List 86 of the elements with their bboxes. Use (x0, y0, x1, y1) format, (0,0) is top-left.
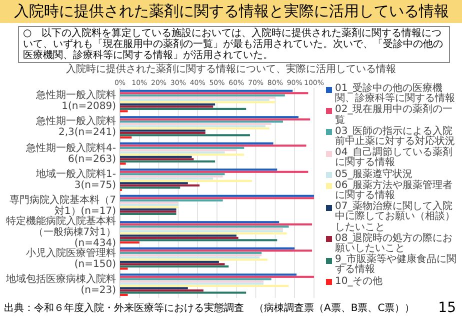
bar (120, 258, 268, 261)
bar (120, 197, 314, 200)
bar (120, 142, 274, 144)
bar (120, 156, 192, 158)
bar (120, 118, 310, 120)
legend-label: 05_服薬遵守状況 (335, 168, 413, 180)
bar (120, 180, 252, 182)
y-tick-label: 地域包括医療病棟入院料(n=23) (5, 272, 116, 298)
bar (120, 151, 225, 154)
bar (120, 149, 236, 152)
bar (120, 289, 204, 292)
bar (120, 194, 314, 197)
bar (120, 280, 264, 282)
y-tick-label: 急性期一般入院料2,3(n=241) (35, 114, 116, 140)
bar (120, 221, 280, 224)
legend-label: 06_服薬方法や服薬管理者に関する情報 (335, 180, 454, 202)
bar (120, 170, 308, 173)
bar (120, 158, 194, 160)
y-tick-label: 急性期一般入院料1(n=2089) (35, 88, 116, 114)
title: 入院時に提供された薬剤に関する情報と実際に活用している情報 (0, 0, 462, 23)
bar (120, 228, 283, 230)
bar (120, 96, 276, 99)
bar (120, 263, 225, 266)
bar (120, 98, 270, 101)
bar (120, 108, 246, 110)
legend-label: 08_退院時の処方の際にお願いしたいこと (335, 232, 453, 254)
bar (120, 186, 180, 189)
bar (120, 282, 264, 285)
bar (120, 287, 188, 290)
bar (120, 144, 306, 147)
bar (120, 136, 132, 138)
bar (120, 184, 200, 186)
legend-label: 03_医師の指示による入院前中止薬に対する対応状況 (335, 126, 456, 148)
bar (120, 274, 297, 276)
bar (120, 276, 314, 278)
bar (120, 106, 214, 108)
text: 15 (438, 300, 456, 316)
y-tick-label: 小児入院医療管理料(n=150) (25, 248, 116, 272)
y-tick-label: 特定機能病院入院基本料（一般病棟7対1）(n=434) (5, 216, 116, 249)
bar (120, 247, 295, 250)
legend-label: 10_その他 (335, 276, 383, 287)
bar (120, 250, 312, 252)
bar (120, 232, 287, 234)
legend-label: 9_市販薬等や健康食品に関する情報 (335, 254, 458, 276)
y-tick-label: 地域一般入院料1-3(n=75) (35, 168, 116, 193)
bar (120, 241, 140, 244)
bar (120, 122, 272, 125)
bar (120, 294, 128, 296)
bar (120, 239, 278, 242)
legend-label: 01_受診中の他の医療機関、診療科等に関する情報 (335, 83, 456, 104)
bar (120, 116, 298, 118)
y-tick-label: 急性期一般入院料4-6(n=263) (25, 142, 116, 167)
bar (120, 226, 289, 228)
bar (120, 110, 128, 112)
legend-label: 04_自己調節している薬剤に関する情報 (335, 147, 454, 168)
bar (120, 178, 214, 180)
bar (120, 199, 223, 202)
bar (120, 94, 285, 96)
bar (120, 278, 272, 280)
bar (120, 120, 283, 123)
bar (120, 265, 229, 268)
subtitle: 入院時に提供された薬剤に関する情報について、実際に活用している情報 (65, 64, 397, 75)
bar (120, 154, 244, 156)
bar (120, 146, 244, 149)
text: ○ 以下の入院料を算定している施設においては、入院時に提供された薬剤に関する情報について、いずれも「現在服用中の薬剤の一覧」が最も活用されていた。次いで、「受診中の他の医療機関、診療科等に関する情報」が活用されていた。 (18, 26, 450, 63)
bar (120, 160, 216, 162)
bar (120, 168, 278, 171)
bar (120, 90, 293, 92)
bar (120, 101, 276, 104)
bar (120, 162, 126, 165)
bar (120, 103, 216, 106)
source-note: 出典：令和６年度入院・外来医療等における実態調査 （病棟調査票（A票、B票、C票）） (4, 303, 416, 315)
bar (120, 260, 219, 263)
bar (120, 182, 188, 184)
legend-label: 07_薬物治療に関して入院中に際してお願い（相談）したいこと (335, 201, 456, 233)
bar (120, 230, 283, 232)
bar (120, 125, 266, 128)
bar (120, 92, 308, 94)
bar (120, 127, 270, 130)
bar (120, 284, 289, 287)
bar (120, 223, 312, 226)
bar (120, 268, 128, 270)
bar (120, 292, 246, 294)
legend-label: 02_現在服用中の薬剤の一覧 (335, 104, 454, 126)
bar (120, 134, 250, 136)
bar (120, 252, 262, 254)
